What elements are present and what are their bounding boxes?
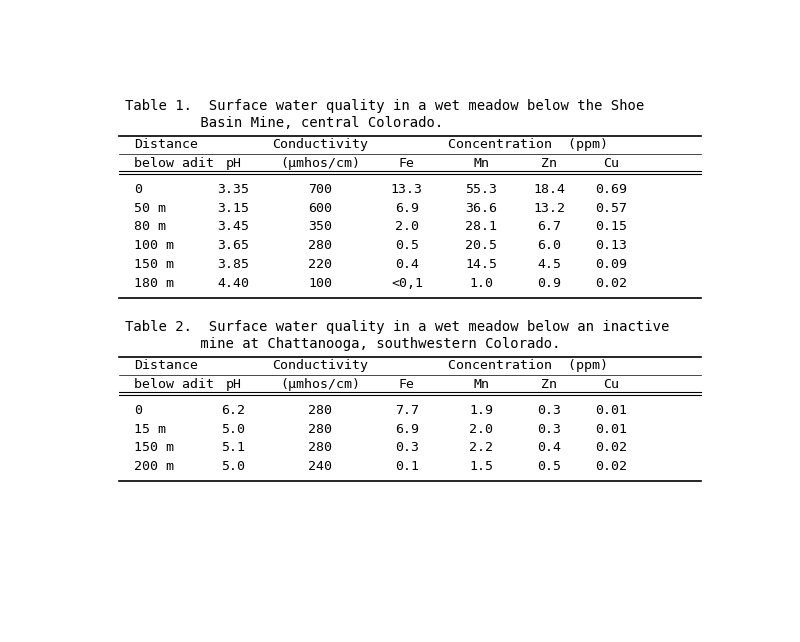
Text: 4.5: 4.5 bbox=[538, 258, 562, 271]
Text: 4.40: 4.40 bbox=[218, 277, 250, 290]
Text: 0.9: 0.9 bbox=[538, 277, 562, 290]
Text: Distance: Distance bbox=[134, 360, 198, 372]
Text: 180 m: 180 m bbox=[134, 277, 174, 290]
Text: 280: 280 bbox=[308, 422, 332, 435]
Text: 0.69: 0.69 bbox=[595, 183, 627, 196]
Text: 0.4: 0.4 bbox=[395, 258, 419, 271]
Text: 150 m: 150 m bbox=[134, 441, 174, 455]
Text: 1.5: 1.5 bbox=[470, 460, 494, 473]
Text: 36.6: 36.6 bbox=[466, 202, 498, 214]
Text: 350: 350 bbox=[308, 220, 332, 234]
Text: 18.4: 18.4 bbox=[534, 183, 566, 196]
Text: 13.2: 13.2 bbox=[534, 202, 566, 214]
Text: 0.01: 0.01 bbox=[595, 404, 627, 417]
Text: pH: pH bbox=[226, 157, 242, 170]
Text: 6.7: 6.7 bbox=[538, 220, 562, 234]
Text: 2.0: 2.0 bbox=[395, 220, 419, 234]
Text: 220: 220 bbox=[308, 258, 332, 271]
Text: 3.35: 3.35 bbox=[218, 183, 250, 196]
Text: Concentration  (ppm): Concentration (ppm) bbox=[448, 138, 608, 152]
Text: below adit: below adit bbox=[134, 378, 214, 391]
Text: 80 m: 80 m bbox=[134, 220, 166, 234]
Text: 3.15: 3.15 bbox=[218, 202, 250, 214]
Text: 28.1: 28.1 bbox=[466, 220, 498, 234]
Text: 2.0: 2.0 bbox=[470, 422, 494, 435]
Text: 1.9: 1.9 bbox=[470, 404, 494, 417]
Text: 0.5: 0.5 bbox=[538, 460, 562, 473]
Text: Basin Mine, central Colorado.: Basin Mine, central Colorado. bbox=[125, 116, 443, 130]
Text: Conductivity: Conductivity bbox=[272, 360, 368, 372]
Text: 600: 600 bbox=[308, 202, 332, 214]
Text: 1.0: 1.0 bbox=[470, 277, 494, 290]
Text: <0,1: <0,1 bbox=[391, 277, 423, 290]
Text: 0.02: 0.02 bbox=[595, 441, 627, 455]
Text: 6.9: 6.9 bbox=[395, 202, 419, 214]
Text: 13.3: 13.3 bbox=[391, 183, 423, 196]
Text: 240: 240 bbox=[308, 460, 332, 473]
Text: 20.5: 20.5 bbox=[466, 239, 498, 252]
Text: 700: 700 bbox=[308, 183, 332, 196]
Text: 0.3: 0.3 bbox=[538, 404, 562, 417]
Text: Concentration  (ppm): Concentration (ppm) bbox=[448, 360, 608, 372]
Text: 6.2: 6.2 bbox=[222, 404, 246, 417]
Text: 14.5: 14.5 bbox=[466, 258, 498, 271]
Text: Fe: Fe bbox=[399, 157, 415, 170]
Text: 5.0: 5.0 bbox=[222, 422, 246, 435]
Text: Zn: Zn bbox=[542, 157, 558, 170]
Text: 280: 280 bbox=[308, 441, 332, 455]
Text: Mn: Mn bbox=[474, 157, 490, 170]
Text: 0.13: 0.13 bbox=[595, 239, 627, 252]
Text: 0.02: 0.02 bbox=[595, 460, 627, 473]
Text: (μmhos/cm): (μmhos/cm) bbox=[280, 157, 360, 170]
Text: 3.45: 3.45 bbox=[218, 220, 250, 234]
Text: 0.15: 0.15 bbox=[595, 220, 627, 234]
Text: 15 m: 15 m bbox=[134, 422, 166, 435]
Text: 200 m: 200 m bbox=[134, 460, 174, 473]
Text: Mn: Mn bbox=[474, 378, 490, 391]
Text: 3.85: 3.85 bbox=[218, 258, 250, 271]
Text: 5.0: 5.0 bbox=[222, 460, 246, 473]
Text: 0: 0 bbox=[134, 183, 142, 196]
Text: Cu: Cu bbox=[603, 157, 619, 170]
Text: 0.1: 0.1 bbox=[395, 460, 419, 473]
Text: 5.1: 5.1 bbox=[222, 441, 246, 455]
Text: Zn: Zn bbox=[542, 378, 558, 391]
Text: 0.3: 0.3 bbox=[395, 441, 419, 455]
Text: 150 m: 150 m bbox=[134, 258, 174, 271]
Text: pH: pH bbox=[226, 378, 242, 391]
Text: mine at Chattanooga, southwestern Colorado.: mine at Chattanooga, southwestern Colora… bbox=[125, 336, 560, 351]
Text: 3.65: 3.65 bbox=[218, 239, 250, 252]
Text: Conductivity: Conductivity bbox=[272, 138, 368, 152]
Text: Distance: Distance bbox=[134, 138, 198, 152]
Text: 0.3: 0.3 bbox=[538, 422, 562, 435]
Text: 0.4: 0.4 bbox=[538, 441, 562, 455]
Text: 7.7: 7.7 bbox=[395, 404, 419, 417]
Text: 50 m: 50 m bbox=[134, 202, 166, 214]
Text: Table 2.  Surface water quality in a wet meadow below an inactive: Table 2. Surface water quality in a wet … bbox=[125, 320, 669, 334]
Text: Cu: Cu bbox=[603, 378, 619, 391]
Text: 280: 280 bbox=[308, 239, 332, 252]
Text: 100 m: 100 m bbox=[134, 239, 174, 252]
Text: 55.3: 55.3 bbox=[466, 183, 498, 196]
Text: Table 1.  Surface water quality in a wet meadow below the Shoe: Table 1. Surface water quality in a wet … bbox=[125, 100, 644, 113]
Text: Fe: Fe bbox=[399, 378, 415, 391]
Text: below adit: below adit bbox=[134, 157, 214, 170]
Text: 100: 100 bbox=[308, 277, 332, 290]
Text: 0.57: 0.57 bbox=[595, 202, 627, 214]
Text: 0.02: 0.02 bbox=[595, 277, 627, 290]
Text: 0.01: 0.01 bbox=[595, 422, 627, 435]
Text: 0.5: 0.5 bbox=[395, 239, 419, 252]
Text: 0: 0 bbox=[134, 404, 142, 417]
Text: 6.0: 6.0 bbox=[538, 239, 562, 252]
Text: (μmhos/cm): (μmhos/cm) bbox=[280, 378, 360, 391]
Text: 6.9: 6.9 bbox=[395, 422, 419, 435]
Text: 2.2: 2.2 bbox=[470, 441, 494, 455]
Text: 0.09: 0.09 bbox=[595, 258, 627, 271]
Text: 280: 280 bbox=[308, 404, 332, 417]
